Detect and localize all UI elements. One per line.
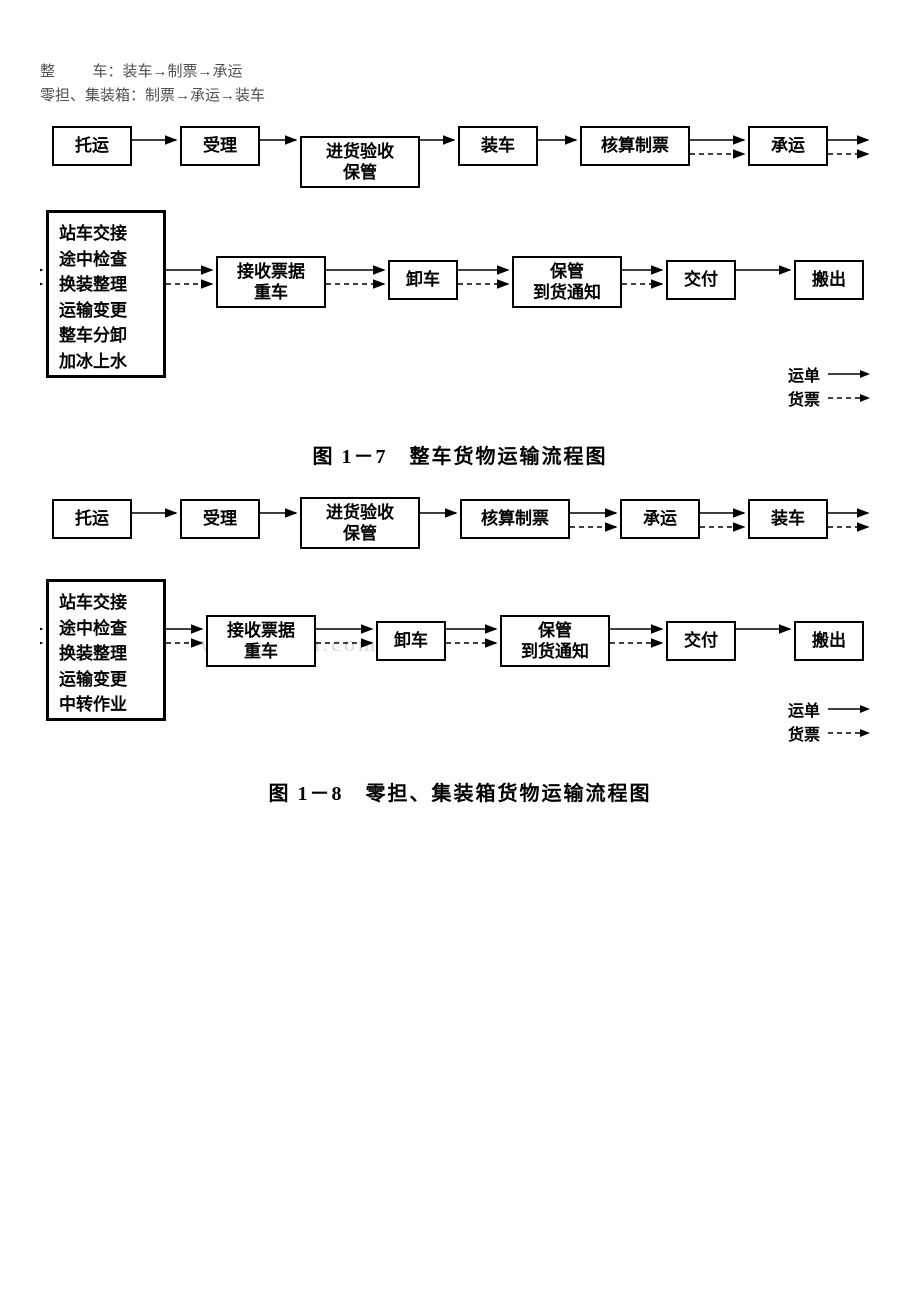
d1-r1-b1: 托运 [52,126,132,166]
diagram1-caption: 图 1－7 整车货物运输流程图 [40,440,880,469]
d1-legend: 运单 货票 [788,362,870,410]
d2-r1-b4: 核算制票 [460,499,570,539]
d2-r2-b5: 搬出 [794,621,864,661]
header-line1: 整 车：装车→制票→承运 [40,60,880,84]
diagram-1: 托运 受理 进货验收 保管 装车 核算制票 承运 站车交接 途中检查 换装整理 … [40,120,880,420]
d2-legend-item-2: 货票 [788,721,870,745]
d1-legend-l1: 运单 [788,362,820,386]
d1-legend-item-2: 货票 [788,386,870,410]
diagram2-caption: 图 1－8 零担、集装箱货物运输流程图 [40,777,880,806]
d2-legend-item-1: 运单 [788,697,870,721]
d2-r2-big: 站车交接 途中检查 换装整理 运输变更 中转作业 [46,579,166,721]
d2-legend-l1: 运单 [788,697,820,721]
d2-legend-solid-arrow [826,703,870,715]
d1-legend-dash-arrow [826,392,870,404]
d2-r1-b1: 托运 [52,499,132,539]
d2-r2-b3: 保管 到货通知 [500,615,610,667]
d1-r2-b3: 保管 到货通知 [512,256,622,308]
d1-r1-b5: 核算制票 [580,126,690,166]
d2-legend-dash-arrow [826,727,870,739]
d1-r2-big: 站车交接 途中检查 换装整理 运输变更 整车分卸 加冰上水 [46,210,166,378]
d1-r2-b5: 搬出 [794,260,864,300]
d2-r1-b5: 承运 [620,499,700,539]
d2-r1-b3: 进货验收 保管 [300,497,420,549]
d2-r1-b2: 受理 [180,499,260,539]
header-line1-right: 装车→制票→承运 [123,64,243,80]
d2-r2-b4: 交付 [666,621,736,661]
d2-r2-b1: 接收票据 重车 [206,615,316,667]
d2-r2-b2: 卸车 [376,621,446,661]
d1-r1-b6: 承运 [748,126,828,166]
d1-r1-b3: 进货验收 保管 [300,136,420,188]
diagram-2: www.zixin.com.cn 托运 受理 进货验收 保管 核算制票 承运 装… [40,497,880,757]
header-line1-left: 整 [40,64,55,80]
header-text: 整 车：装车→制票→承运 零担、集装箱：制票→承运→装车 [40,60,880,108]
d1-legend-item-1: 运单 [788,362,870,386]
d1-r1-b4: 装车 [458,126,538,166]
d1-r2-b4: 交付 [666,260,736,300]
header-line1-mid: 车： [93,64,123,80]
d1-r2-b2: 卸车 [388,260,458,300]
header-line2: 零担、集装箱：制票→承运→装车 [40,84,880,108]
d2-legend-l2: 货票 [788,721,820,745]
d1-r1-b2: 受理 [180,126,260,166]
d1-legend-l2: 货票 [788,386,820,410]
d1-r2-b1: 接收票据 重车 [216,256,326,308]
d1-legend-solid-arrow [826,368,870,380]
d2-r1-b6: 装车 [748,499,828,539]
d2-legend: 运单 货票 [788,697,870,745]
